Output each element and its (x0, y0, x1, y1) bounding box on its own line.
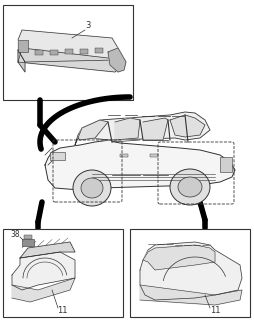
Ellipse shape (178, 177, 202, 197)
Polygon shape (12, 278, 75, 302)
Text: 38: 38 (10, 230, 20, 239)
Bar (95, 48, 103, 53)
Text: 11: 11 (57, 306, 67, 315)
Bar (50, 152, 65, 160)
Bar (50, 50, 58, 54)
Polygon shape (143, 245, 215, 270)
Bar (35, 50, 43, 55)
Text: 11: 11 (210, 306, 220, 315)
Bar (22, 239, 34, 246)
Polygon shape (18, 50, 25, 72)
Bar (220, 157, 232, 172)
Polygon shape (75, 112, 210, 145)
Polygon shape (12, 252, 75, 290)
Ellipse shape (170, 169, 210, 205)
Polygon shape (143, 118, 168, 140)
Bar (18, 40, 28, 52)
Polygon shape (115, 118, 140, 140)
Bar (3, 5, 133, 100)
Polygon shape (78, 120, 108, 140)
Bar (80, 49, 88, 53)
Bar (3, 229, 123, 317)
Polygon shape (108, 48, 126, 72)
Polygon shape (45, 140, 235, 190)
Bar (150, 154, 158, 157)
Polygon shape (140, 242, 242, 300)
Bar (24, 235, 32, 239)
Polygon shape (20, 242, 75, 258)
Bar (130, 229, 250, 317)
Ellipse shape (81, 178, 103, 198)
Polygon shape (140, 285, 242, 305)
Text: 3: 3 (85, 21, 91, 30)
Polygon shape (18, 48, 125, 72)
Bar (65, 49, 73, 54)
Polygon shape (18, 30, 118, 62)
Bar (120, 154, 128, 157)
Polygon shape (170, 115, 205, 137)
Ellipse shape (73, 170, 111, 206)
